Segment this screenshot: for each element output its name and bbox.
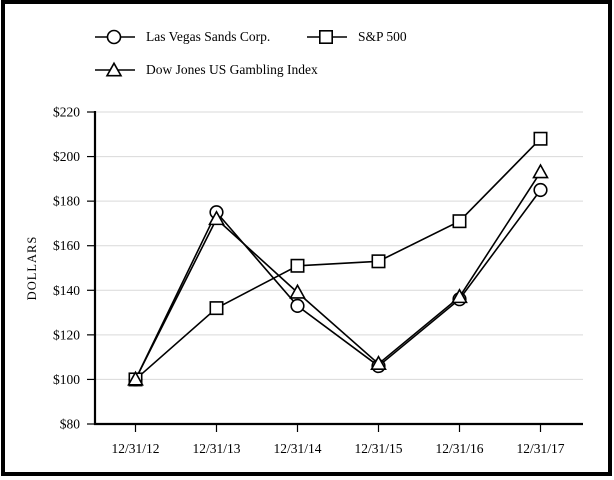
legend-label-sp-500: S&P 500 (358, 29, 407, 44)
data-point-triangle (289, 283, 306, 299)
legend-item-sp-500: S&P 500 (307, 28, 407, 46)
y-tick-label: $100 (53, 372, 80, 387)
legend-label-las-vegas-sands-corp: Las Vegas Sands Corp. (146, 29, 271, 44)
data-point-triangle (127, 370, 144, 386)
y-tick-label: $160 (53, 238, 80, 253)
data-point-circle (290, 298, 305, 313)
series-line-1 (134, 138, 542, 381)
circle-marker-icon (95, 29, 135, 45)
y-tick-label: $120 (53, 327, 80, 342)
chart-legend: Las Vegas Sands Corp. S&P 500 Dow Jones … (0, 0, 614, 100)
legend-item-las-vegas-sands-corp: Las Vegas Sands Corp. (95, 28, 270, 46)
x-tick-label: 12/31/16 (435, 441, 483, 456)
y-tick-label: $200 (53, 149, 80, 164)
data-point-square (452, 214, 467, 229)
data-point-square (533, 131, 548, 146)
x-tick-label: 12/31/17 (516, 441, 564, 456)
series-line-0 (134, 189, 542, 380)
y-tick-label: $180 (53, 194, 80, 209)
data-point-circle (533, 182, 548, 198)
x-tick-label: 12/31/12 (111, 441, 159, 456)
x-tick-label: 12/31/13 (192, 441, 240, 456)
y-axis-title: DOLLARS (25, 236, 39, 301)
data-point-square (209, 301, 224, 316)
series-line-2 (134, 171, 542, 380)
triangle-marker-icon (95, 61, 135, 77)
y-tick-label: $220 (53, 105, 80, 120)
data-point-triangle (451, 288, 468, 304)
legend-item-dow-jones-us-gambling-index: Dow Jones US Gambling Index (95, 61, 318, 79)
legend-label-dow-jones-us-gambling-index: Dow Jones US Gambling Index (146, 62, 318, 77)
data-point-triangle (532, 163, 549, 179)
x-tick-label: 12/31/14 (273, 441, 321, 456)
y-tick-label: $80 (60, 417, 81, 432)
square-marker-icon (307, 29, 347, 44)
x-tick-label: 12/31/15 (354, 441, 402, 456)
data-point-square (290, 258, 305, 273)
y-tick-label: $140 (53, 283, 80, 298)
data-point-triangle (370, 354, 387, 371)
data-point-triangle (208, 210, 225, 226)
data-point-square (371, 254, 386, 269)
